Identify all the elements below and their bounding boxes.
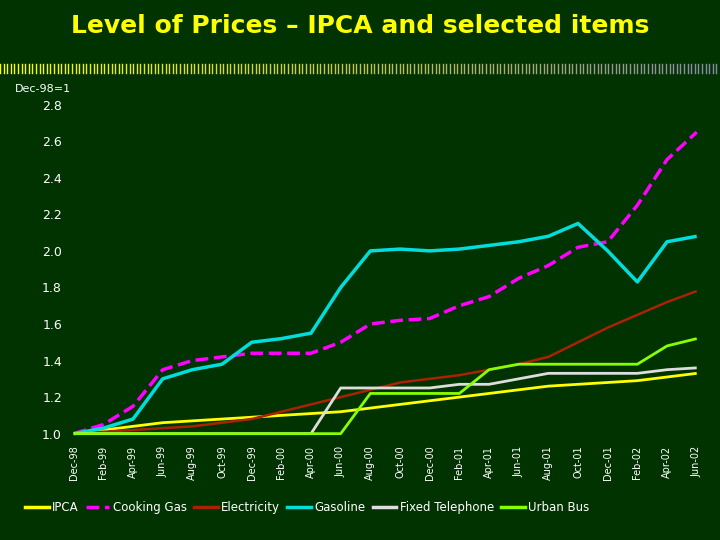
- Legend: IPCA, Cooking Gas, Electricity, Gasoline, Fixed Telephone, Urban Bus: IPCA, Cooking Gas, Electricity, Gasoline…: [20, 496, 594, 519]
- Text: Dec-98=1: Dec-98=1: [14, 84, 71, 94]
- Text: Level of Prices – IPCA and selected items: Level of Prices – IPCA and selected item…: [71, 15, 649, 38]
